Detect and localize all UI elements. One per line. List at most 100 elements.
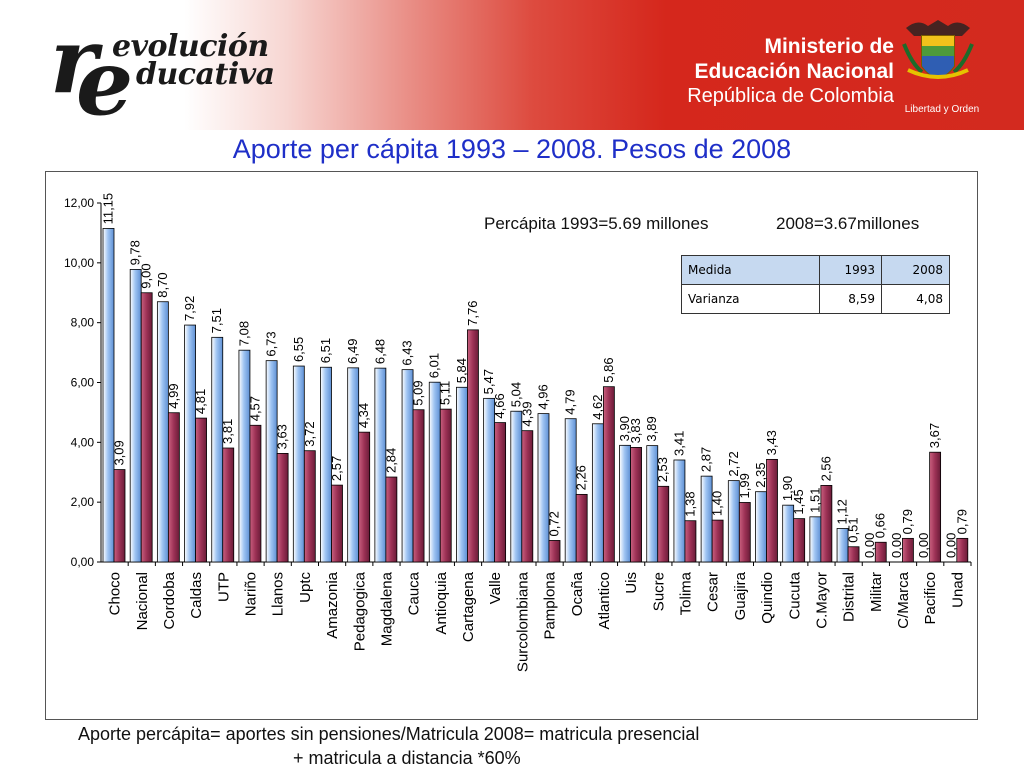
header-1993: 1993 bbox=[819, 255, 882, 285]
bar-2008 bbox=[820, 485, 833, 563]
y-tick-label: 0,00 bbox=[71, 555, 95, 569]
value-label-2008: 0,79 bbox=[900, 509, 915, 534]
category-label: Cartagena bbox=[460, 571, 477, 642]
category-label: Distrital bbox=[841, 572, 858, 622]
value-label-2008: 4,66 bbox=[492, 393, 507, 418]
category-label: Caldas bbox=[188, 572, 205, 619]
bar-1993 bbox=[156, 301, 169, 563]
bar-2008 bbox=[684, 520, 697, 563]
bar-1993 bbox=[510, 410, 523, 563]
value-label-2008: 2,56 bbox=[818, 456, 833, 481]
bar-2008 bbox=[766, 458, 778, 563]
value-label-2008: 5,11 bbox=[438, 381, 453, 405]
value-label-1993: 2,72 bbox=[726, 451, 741, 476]
bar-1993 bbox=[836, 528, 849, 563]
y-tick-label: 8,00 bbox=[71, 316, 95, 330]
category-label: Llanos bbox=[270, 572, 287, 616]
percapita-1993-note: Percápita 1993=5.69 millones bbox=[484, 214, 709, 233]
value-label-1993: 0,00 bbox=[943, 533, 958, 558]
value-label-1993: 6,48 bbox=[372, 339, 387, 364]
bar-1993 bbox=[428, 381, 441, 563]
value-label-2008: 7,76 bbox=[465, 301, 480, 326]
bar-2008 bbox=[521, 430, 534, 563]
category-label: Nacional bbox=[134, 572, 151, 630]
bar-2008 bbox=[222, 447, 235, 563]
value-label-2008: 5,86 bbox=[601, 357, 616, 382]
ministry-line-2: Educación Nacional bbox=[694, 60, 894, 83]
percapita-2008-note: 2008=3.67millones bbox=[776, 214, 920, 233]
value-label-1993: 8,70 bbox=[155, 272, 170, 297]
bar-2008 bbox=[195, 417, 207, 563]
value-label-1993: 6,01 bbox=[427, 353, 442, 378]
category-label: Unad bbox=[949, 572, 966, 608]
logo-letter-e: e bbox=[76, 30, 134, 136]
footer-formula-line-1: Aporte percápita= aportes sin pensiones/… bbox=[78, 724, 700, 744]
value-label-2008: 1,45 bbox=[791, 489, 806, 514]
value-label-1993: 4,96 bbox=[536, 384, 551, 409]
value-label-2008: 3,09 bbox=[112, 440, 127, 465]
bar-2008 bbox=[439, 408, 452, 563]
category-label: Ocaña bbox=[569, 571, 586, 616]
category-label: Uis bbox=[623, 572, 640, 594]
bar-2008 bbox=[874, 541, 887, 563]
bar-2008 bbox=[276, 453, 289, 563]
bar-1993 bbox=[374, 367, 387, 563]
bar-1993 bbox=[619, 444, 631, 563]
value-label-1993: 7,92 bbox=[182, 296, 197, 321]
category-label: Uptc bbox=[297, 572, 314, 603]
bar-2008 bbox=[494, 422, 507, 563]
value-label-2008: 0,72 bbox=[547, 511, 562, 536]
bar-2008 bbox=[575, 493, 588, 563]
category-label: UTP bbox=[215, 572, 232, 602]
value-label-1993: 0,00 bbox=[862, 533, 877, 558]
value-label-1993: 3,89 bbox=[644, 416, 659, 441]
bar-1993 bbox=[184, 324, 196, 563]
category-label: Cucuta bbox=[786, 571, 803, 619]
value-label-1993: 2,87 bbox=[699, 447, 714, 472]
category-label: Atlantico bbox=[596, 572, 613, 630]
bar-1993 bbox=[591, 423, 604, 563]
bar-2008 bbox=[657, 485, 670, 563]
category-label: Sucre bbox=[650, 572, 667, 611]
ministry-line-3: República de Colombia bbox=[687, 85, 894, 107]
category-label: Nariño bbox=[243, 572, 260, 616]
bar-1993 bbox=[238, 349, 251, 563]
chart-frame: 0,00 2,00 4,00 6,00 8,00 10,00 12,00 11,15 3,09 C… bbox=[45, 171, 978, 720]
category-label: Quindio bbox=[759, 572, 776, 624]
bar-2008 bbox=[140, 292, 153, 563]
category-label: Amazonia bbox=[324, 571, 341, 638]
y-tick-label: 2,00 bbox=[71, 495, 95, 509]
bar-2008 bbox=[467, 329, 479, 563]
bar-2008 bbox=[331, 484, 343, 563]
value-label-1993: 5,04 bbox=[508, 382, 523, 407]
bar-1993 bbox=[673, 459, 686, 563]
category-label: Surcolombiana bbox=[514, 571, 531, 672]
value-label-2008: 3,81 bbox=[220, 419, 235, 444]
category-label: Militar bbox=[868, 572, 885, 612]
value-label-2008: 0,66 bbox=[873, 513, 888, 538]
value-label-2008: 3,63 bbox=[275, 424, 290, 449]
value-label-2008: 1,40 bbox=[710, 491, 725, 516]
bar-2008 bbox=[793, 518, 806, 563]
ministry-block: Ministerio de Educación Nacional Repúbli… bbox=[687, 34, 894, 109]
value-label-2008: 4,34 bbox=[356, 403, 371, 428]
category-label: Antioquia bbox=[433, 571, 450, 634]
bar-1993 bbox=[564, 418, 577, 563]
value-label-2008: 4,99 bbox=[166, 383, 181, 408]
value-label-1993: 9,78 bbox=[128, 240, 143, 265]
category-label: C/Marca bbox=[895, 571, 912, 628]
motto-text: Libertad y Orden bbox=[904, 104, 980, 115]
value-label-2008: 3,83 bbox=[628, 418, 643, 443]
category-label: Cordoba bbox=[161, 571, 178, 629]
value-label-1993: 0,00 bbox=[889, 533, 904, 558]
value-label-1993: 1,90 bbox=[780, 476, 795, 501]
value-label-1993: 7,08 bbox=[236, 321, 251, 346]
value-label-1993: 3,90 bbox=[617, 416, 632, 441]
bar-1993 bbox=[320, 366, 332, 563]
logo-letter-r: r bbox=[50, 8, 98, 114]
bar-2008 bbox=[630, 447, 642, 563]
revolucion-educativa-logo: r e evolución ducativa bbox=[50, 16, 280, 128]
value-label-1993: 5,84 bbox=[454, 358, 469, 383]
category-label: Pacifico bbox=[922, 572, 939, 625]
bar-1993 bbox=[102, 228, 115, 563]
